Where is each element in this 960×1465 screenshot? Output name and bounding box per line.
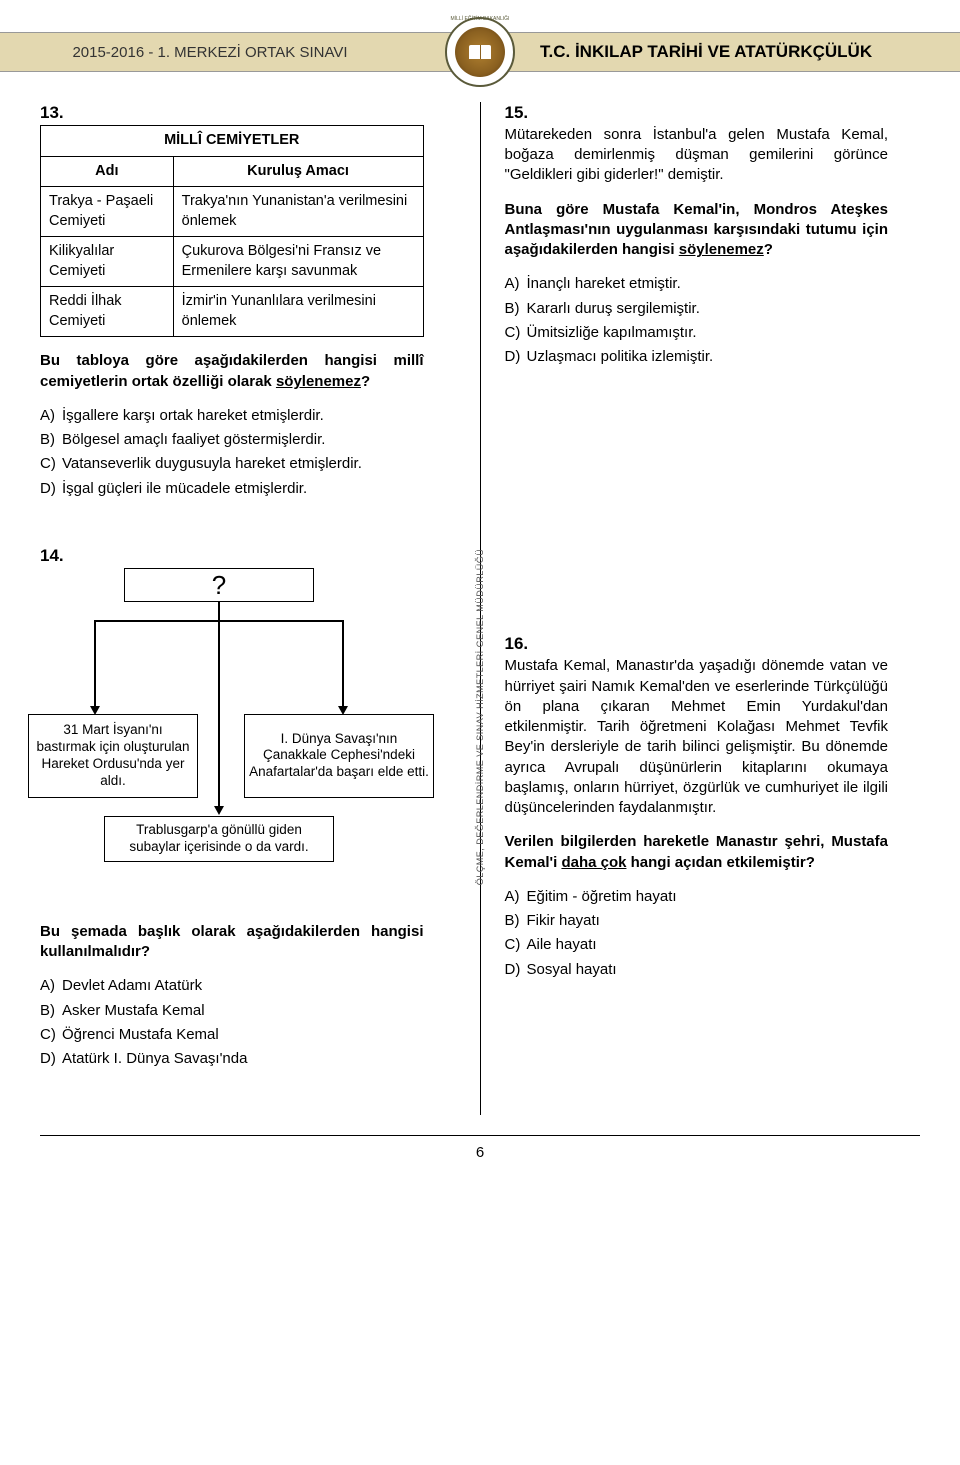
q15-stem-1: Mütarekeden sonra İstanbul'a gelen Musta…	[505, 125, 889, 186]
q13-number: 13.	[40, 102, 68, 125]
q13-col1-header: Adı	[41, 156, 174, 187]
logo-ring-text: MİLLİ EĞİTİM BAKANLIĞI	[447, 16, 513, 22]
book-icon	[469, 45, 491, 59]
vertical-org-label: ÖLÇME, DEĞERLENDİRME VE SINAV HİZMETLERİ…	[475, 549, 485, 886]
q13-r1c2: Trakya'nın Yunanistan'a verilmesini önle…	[173, 187, 423, 237]
right-column: 15. Mütarekeden sonra İstanbul'a gelen M…	[505, 102, 921, 1115]
q14-choice-c: C)Öğrenci Mustafa Kemal	[40, 1025, 424, 1045]
q14-choices: A)Devlet Adamı Atatürk B)Asker Mustafa K…	[40, 976, 424, 1069]
q14-top-box: ?	[124, 568, 314, 602]
q14-choice-b: B)Asker Mustafa Kemal	[40, 1001, 424, 1021]
q15-stem2-post: ?	[764, 241, 773, 258]
q15-number: 15.	[505, 102, 533, 125]
q13-choice-b: B)Bölgesel amaçlı faaliyet göstermişlerd…	[40, 430, 424, 450]
left-column: 13. MİLLÎ CEMİYETLER Adı Kuruluş Amacı T…	[40, 102, 456, 1115]
q14-choice-d: D)Atatürk I. Dünya Savaşı'nda	[40, 1049, 424, 1069]
q15-choice-d: D)Uzlaşmacı politika izlemiştir.	[505, 347, 889, 367]
header-bar: 2015-2016 - 1. MERKEZİ ORTAK SINAVI MİLL…	[0, 32, 960, 72]
q15-choices: A)İnançlı hareket etmiştir. B)Kararlı du…	[505, 274, 889, 367]
page-body: 13. MİLLÎ CEMİYETLER Adı Kuruluş Amacı T…	[0, 72, 960, 1135]
q16-number: 16.	[505, 633, 533, 656]
q15-choice-b: B)Kararlı duruş sergilemiştir.	[505, 299, 889, 319]
q14-stem: Bu şemada başlık olarak aşağıdakilerden …	[40, 922, 424, 963]
q16-choice-a: A)Eğitim - öğretim hayatı	[505, 887, 889, 907]
q16-stem-2: Verilen bilgilerden hareketle Manastır ş…	[505, 832, 889, 873]
logo-inner	[455, 27, 505, 77]
q16-stem2-post: hangi açıdan etkilemiştir?	[626, 854, 814, 871]
q13-choice-a: A)İşgallere karşı ortak hareket etmişler…	[40, 406, 424, 426]
question-14: 14. ?	[40, 545, 456, 1073]
q14-number: 14.	[40, 545, 68, 568]
q14-diagram: ? 31 Mart İsyanı'nı bastırmak için oluşt…	[34, 568, 434, 908]
q14-choice-a: A)Devlet Adamı Atatürk	[40, 976, 424, 996]
q15-stem-2: Buna göre Mustafa Kemal'in, Mondros Ateş…	[505, 200, 889, 261]
q13-choice-c: C)Vatanseverlik duygusuyla hareket etmiş…	[40, 454, 424, 474]
page-number: 6	[40, 1135, 920, 1179]
q13-r2c1: Kilikyalılar Cemiyeti	[41, 237, 174, 287]
header-subject-name: T.C. İNKILAP TARİHİ VE ATATÜRKÇÜLÜK	[480, 42, 960, 62]
q13-stem-post: ?	[361, 373, 370, 390]
q15-choice-a: A)İnançlı hareket etmiştir.	[505, 274, 889, 294]
q16-stem2-underline: daha çok	[561, 854, 626, 871]
table-row: Kilikyalılar Cemiyeti Çukurova Bölgesi'n…	[41, 237, 424, 287]
q13-col2-header: Kuruluş Amacı	[173, 156, 423, 187]
q15-choice-c: C)Ümitsizliğe kapılmamıştır.	[505, 323, 889, 343]
q13-r3c2: İzmir'in Yunanlılara verilmesini önlemek	[173, 287, 423, 337]
q14-box-bottom: Trablusgarp'a gönüllü giden subaylar içe…	[104, 816, 334, 862]
question-13: 13. MİLLÎ CEMİYETLER Adı Kuruluş Amacı T…	[40, 102, 456, 503]
table-row: Reddi İlhak Cemiyeti İzmir'in Yunanlılar…	[41, 287, 424, 337]
question-15: 15. Mütarekeden sonra İstanbul'a gelen M…	[505, 102, 921, 371]
q13-table: MİLLÎ CEMİYETLER Adı Kuruluş Amacı Traky…	[40, 125, 424, 338]
q14-box-right: I. Dünya Savaşı'nın Çanakkale Cephesi'nd…	[244, 714, 434, 798]
q13-r3c1: Reddi İlhak Cemiyeti	[41, 287, 174, 337]
q16-stem-1: Mustafa Kemal, Manastır'da yaşadığı döne…	[505, 656, 889, 818]
q13-stem-underline: söylenemez	[276, 373, 361, 390]
q13-r1c1: Trakya - Paşaeli Cemiyeti	[41, 187, 174, 237]
q14-box-left: 31 Mart İsyanı'nı bastırmak için oluştur…	[28, 714, 198, 798]
question-16: 16. Mustafa Kemal, Manastır'da yaşadığı …	[505, 633, 921, 983]
q13-table-title: MİLLÎ CEMİYETLER	[41, 125, 424, 156]
q16-choice-d: D)Sosyal hayatı	[505, 960, 889, 980]
header-exam-name: 2015-2016 - 1. MERKEZİ ORTAK SINAVI	[0, 44, 480, 61]
q16-choice-c: C)Aile hayatı	[505, 935, 889, 955]
q13-choice-d: D)İşgal güçleri ile mücadele etmişlerdir…	[40, 479, 424, 499]
q13-stem: Bu tabloya göre aşağıdakilerden hangisi …	[40, 351, 424, 392]
q13-r2c2: Çukurova Bölgesi'ni Fransız ve Ermeniler…	[173, 237, 423, 287]
q16-choice-b: B)Fikir hayatı	[505, 911, 889, 931]
q16-choices: A)Eğitim - öğretim hayatı B)Fikir hayatı…	[505, 887, 889, 980]
q15-stem2-underline: söylenemez	[679, 241, 764, 258]
table-row: Trakya - Paşaeli Cemiyeti Trakya'nın Yun…	[41, 187, 424, 237]
q13-choices: A)İşgallere karşı ortak hareket etmişler…	[40, 406, 424, 499]
q14-top-qmark: ?	[212, 569, 226, 602]
